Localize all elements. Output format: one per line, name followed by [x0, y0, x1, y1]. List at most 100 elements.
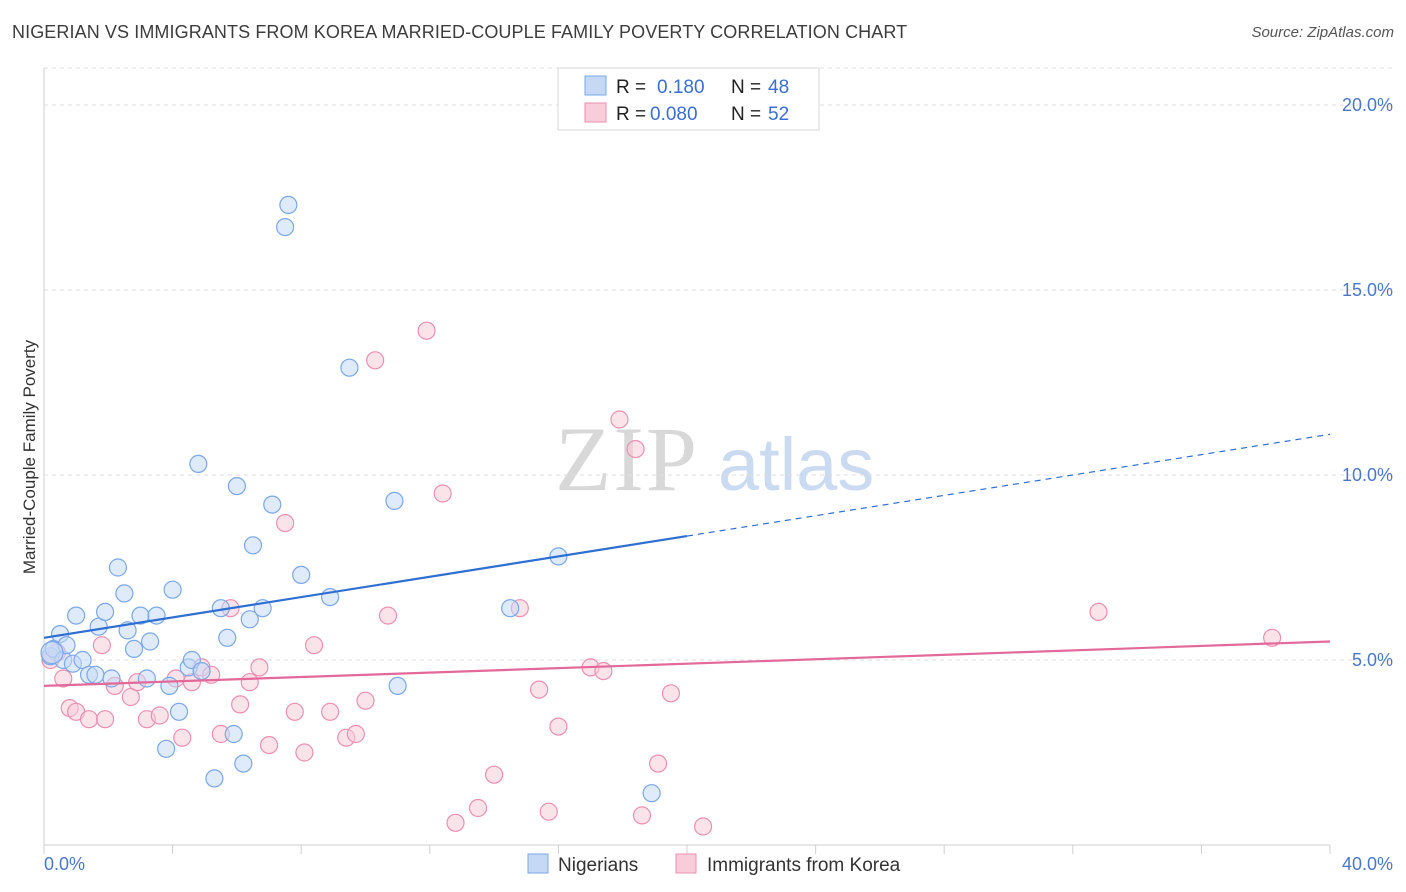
- legend-swatch-nigerians: [584, 75, 607, 96]
- bottom-legend-korea: Immigrants from Korea: [707, 855, 901, 876]
- nigerian-point-31: [218, 628, 237, 647]
- korea-point-5: [79, 710, 99, 729]
- korea-point-32: [366, 351, 385, 370]
- korea-point-23: [259, 735, 279, 755]
- source-label: Source: ZipAtlas.com: [1251, 24, 1394, 41]
- nigerian-point-34: [234, 754, 253, 773]
- y-tick-label-10: 10.0%: [1342, 465, 1393, 485]
- legend: R = 0.180 N = 48 R = 0.080 N = 52: [557, 67, 820, 131]
- y-tick-label-15: 15.0%: [1342, 280, 1393, 300]
- nigerian-point-29: [205, 769, 224, 788]
- nigerian-point-45: [388, 676, 407, 696]
- korea-point-30: [346, 724, 365, 744]
- korea-point-37: [468, 798, 488, 818]
- legend-swatch-korea: [584, 102, 607, 123]
- legend-r-label-1: R =: [616, 77, 646, 98]
- korea-point-25: [285, 702, 304, 721]
- nigerian-point-44: [385, 491, 404, 510]
- nigerian-point-16: [124, 639, 144, 659]
- legend-n-label-2: N =: [731, 104, 761, 125]
- korea-point-46: [626, 440, 645, 459]
- x-tick-label-min: 0.0%: [44, 854, 85, 874]
- bottom-legend-nigerians: Nigerians: [558, 855, 638, 876]
- korea-point-52: [1263, 628, 1282, 647]
- nigerian-point-19: [140, 632, 160, 651]
- korea-point-12: [150, 706, 169, 725]
- nigerian-trend-dashed: [686, 433, 1331, 537]
- nigerian-point-43: [340, 358, 359, 377]
- nigerian-point-14: [115, 584, 134, 603]
- korea-point-44: [594, 661, 613, 681]
- nigerian-point-46: [501, 599, 520, 618]
- nigerian-point-cluster: [40, 640, 64, 665]
- korea-point-48: [648, 754, 668, 773]
- korea-point-14: [173, 728, 192, 747]
- nigerian-point-38: [263, 495, 282, 514]
- korea-point-51: [1089, 602, 1108, 622]
- trend-lines: [43, 433, 1331, 687]
- korea-point-28: [321, 702, 340, 721]
- legend-n-value-2: 52: [768, 104, 789, 125]
- nigerian-point-6: [67, 606, 86, 625]
- korea-point-47: [632, 806, 652, 825]
- nigerian-point-24: [169, 702, 189, 721]
- legend-n-value-1: 48: [768, 77, 789, 98]
- nigerian-point-11: [95, 602, 115, 622]
- nigerian-point-40: [279, 195, 298, 214]
- x-ticks: [43, 845, 1331, 854]
- korea-point-36: [446, 813, 465, 832]
- nigerian-point-36: [243, 536, 263, 555]
- bottom-legend-swatch-korea: [675, 853, 697, 874]
- nigerian-point-23: [163, 580, 182, 599]
- korea-point-8: [92, 636, 111, 655]
- x-tick-label-max: 40.0%: [1342, 854, 1393, 874]
- nigerian-point-33: [227, 477, 246, 496]
- korea-point-22: [250, 658, 269, 677]
- korea-point-27: [304, 636, 324, 655]
- korea-point-21: [240, 673, 259, 692]
- bottom-legend: Nigerians Immigrants from Korea: [527, 853, 901, 876]
- korea-point-42: [549, 717, 568, 736]
- korea-point-45: [610, 410, 629, 429]
- korea-point-33: [378, 606, 398, 625]
- y-axis-label: Married-Couple Family Poverty: [20, 339, 39, 574]
- nigerian-point-21: [157, 739, 176, 758]
- korea-point-41: [539, 802, 558, 821]
- korea-point-49: [661, 684, 681, 703]
- nigerian-point-35: [240, 610, 259, 629]
- watermark-atlas: atlas: [718, 423, 874, 506]
- korea-point-24: [276, 513, 295, 533]
- legend-r-value-2: 0.080: [650, 104, 698, 125]
- korea-point-6: [95, 710, 115, 729]
- korea-point-38: [485, 765, 504, 784]
- nigerian-point-13: [108, 558, 128, 577]
- legend-n-label-1: N =: [731, 77, 761, 98]
- gridlines: [44, 67, 1394, 661]
- nigerian-point-9: [86, 665, 105, 684]
- korea-points: [41, 321, 1282, 836]
- korea-point-34: [417, 321, 436, 340]
- korea-point-26: [295, 743, 314, 762]
- nigerian-point-39: [276, 218, 295, 237]
- korea-point-20: [231, 695, 250, 714]
- nigerian-point-28: [192, 661, 211, 681]
- nigerian-point-48: [642, 784, 661, 803]
- nigerian-point-41: [292, 565, 311, 585]
- legend-r-label-2: R =: [616, 104, 646, 125]
- korea-trend: [43, 640, 1331, 687]
- nigerian-point-27: [189, 454, 208, 473]
- korea-point-2: [54, 669, 73, 688]
- y-tick-label-20: 20.0%: [1342, 95, 1393, 115]
- korea-point-50: [693, 817, 713, 836]
- y-tick-labels: 5.0% 10.0% 15.0% 20.0%: [1342, 95, 1393, 670]
- legend-r-value-1: 0.180: [657, 77, 705, 98]
- korea-point-31: [356, 691, 375, 710]
- nigerian-point-18: [137, 669, 156, 688]
- nigerian-point-32: [224, 724, 243, 744]
- y-tick-label-5: 5.0%: [1352, 650, 1393, 670]
- chart-title: NIGERIAN VS IMMIGRANTS FROM KOREA MARRIE…: [12, 22, 908, 42]
- bottom-legend-swatch-nigerians: [527, 853, 549, 874]
- nigerian-trend-solid: [43, 534, 688, 639]
- korea-point-35: [433, 484, 452, 503]
